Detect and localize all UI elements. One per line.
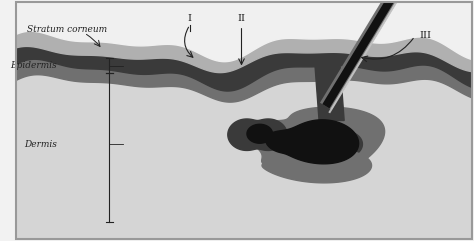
- Text: Dermis: Dermis: [24, 140, 57, 149]
- Polygon shape: [266, 120, 359, 164]
- Polygon shape: [262, 148, 372, 183]
- Polygon shape: [234, 107, 384, 174]
- Text: Epidermis: Epidermis: [10, 61, 57, 70]
- Polygon shape: [228, 119, 287, 150]
- Text: III: III: [419, 31, 431, 40]
- Polygon shape: [247, 124, 273, 143]
- Polygon shape: [326, 131, 363, 157]
- Text: Stratum corneum: Stratum corneum: [27, 25, 107, 34]
- Text: II: II: [237, 14, 246, 23]
- Text: I: I: [187, 14, 191, 23]
- Polygon shape: [315, 59, 344, 120]
